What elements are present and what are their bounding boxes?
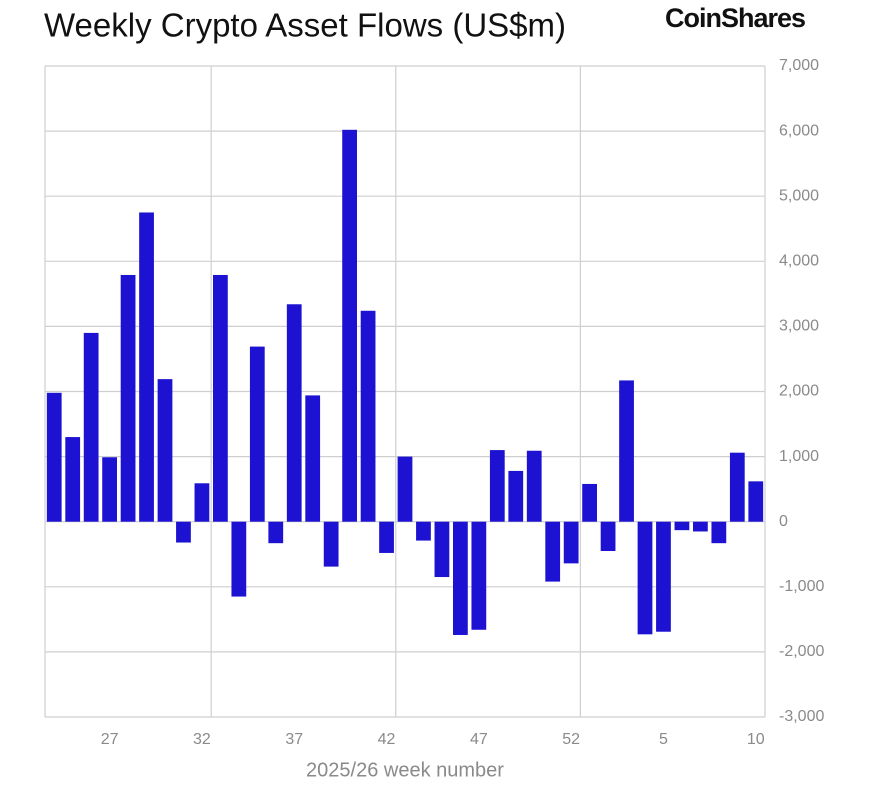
x-tick-label: 47 — [470, 731, 488, 748]
bar — [46, 392, 62, 522]
bar — [65, 437, 81, 522]
bar — [83, 332, 99, 522]
bar — [120, 274, 136, 522]
bar — [268, 521, 284, 544]
x-tick-label: 32 — [193, 731, 211, 748]
bar — [397, 456, 413, 522]
x-tick-label: 42 — [378, 731, 396, 748]
x-tick-label: 10 — [747, 731, 765, 748]
chart-title: Weekly Crypto Asset Flows (US$m) — [44, 7, 566, 44]
y-tick-label: 2,000 — [779, 383, 819, 400]
y-tick-label: 7,000 — [779, 57, 819, 74]
x-axis-label: 2025/26 week number — [306, 759, 504, 781]
y-tick-label: 0 — [779, 513, 788, 530]
x-tick-label: 5 — [659, 731, 668, 748]
bar — [563, 521, 579, 564]
bar — [637, 521, 653, 635]
bar — [711, 521, 727, 544]
bar — [231, 521, 247, 597]
y-tick-label: -2,000 — [779, 643, 824, 660]
y-tick-label: -1,000 — [779, 578, 824, 595]
bar — [249, 346, 265, 522]
bar — [416, 521, 431, 541]
y-tick-label: 6,000 — [779, 122, 819, 139]
y-tick-label: 3,000 — [779, 318, 819, 335]
bar — [139, 212, 154, 522]
bar — [194, 483, 210, 522]
bar — [545, 521, 561, 582]
bar — [453, 521, 468, 635]
bar — [471, 521, 487, 630]
bar — [526, 450, 542, 522]
bar — [748, 481, 764, 522]
bar — [434, 521, 450, 578]
bar — [656, 521, 671, 632]
bar — [693, 521, 708, 532]
x-tick-label: 37 — [285, 731, 303, 748]
bar — [619, 380, 634, 522]
bar — [674, 521, 690, 531]
x-tick-label: 27 — [101, 731, 119, 748]
bar — [342, 129, 357, 522]
x-tick-label: 52 — [562, 731, 580, 748]
bar — [360, 310, 376, 522]
bar — [286, 304, 302, 522]
y-tick-label: -3,000 — [779, 708, 824, 725]
bar — [213, 274, 228, 522]
bar — [729, 452, 745, 522]
y-tick-label: 4,000 — [779, 253, 819, 270]
y-tick-label: 1,000 — [779, 448, 819, 465]
bar — [508, 470, 524, 522]
bar — [379, 521, 394, 553]
bar — [582, 483, 597, 522]
bar — [176, 521, 191, 543]
bar — [102, 457, 117, 522]
brand-logo: CoinShares — [665, 3, 805, 33]
y-tick-label: 5,000 — [779, 187, 819, 204]
bar — [489, 450, 505, 522]
bar — [305, 395, 321, 522]
bar — [600, 521, 616, 551]
bar — [323, 521, 339, 567]
bar — [157, 379, 173, 522]
